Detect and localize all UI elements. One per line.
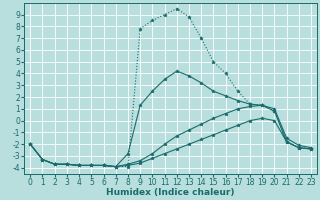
X-axis label: Humidex (Indice chaleur): Humidex (Indice chaleur): [107, 188, 235, 197]
